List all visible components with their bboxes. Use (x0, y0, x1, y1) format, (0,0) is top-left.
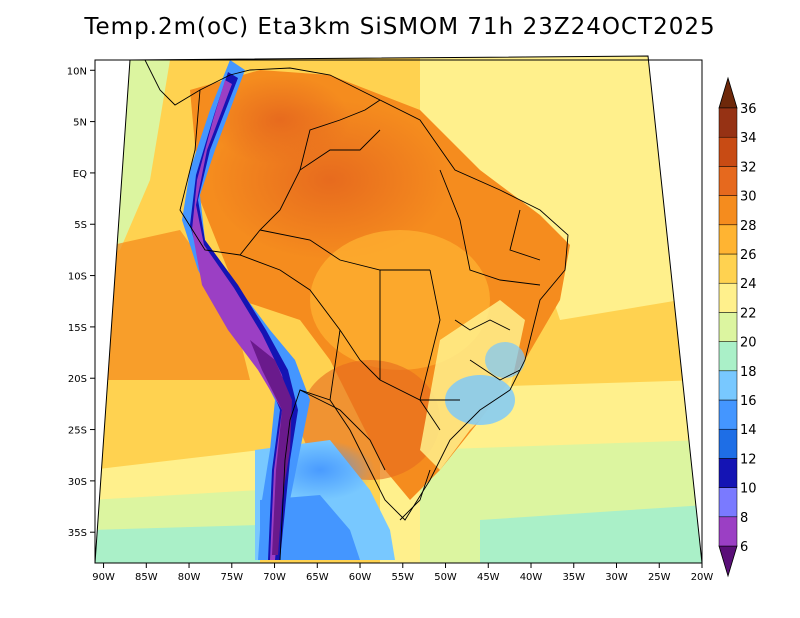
colorbar-segment (718, 516, 738, 547)
map-title: Temp.2m(oC) Eta3km SiSMOM 71h 23Z24OCT20… (84, 14, 716, 40)
lon-tick-label: 90W (92, 572, 115, 583)
lon-tick-label: 70W (263, 572, 286, 583)
colorbar-segment (718, 195, 738, 226)
lon-tick-label: 75W (220, 572, 243, 583)
colorbar-label: 28 (740, 219, 757, 234)
lat-tick-label: 20S (68, 374, 87, 385)
country-borders (144, 59, 569, 561)
lon-tick-label: 35W (562, 572, 585, 583)
colorbar: 6 8 10 12 14 16 18 20 22 24 26 28 30 32 34 36 (718, 76, 757, 578)
colorbar-segment (718, 341, 738, 372)
colorbar-segment (718, 224, 738, 255)
colorbar-label: 30 (740, 190, 757, 205)
lat-tick-label: 35S (68, 528, 87, 539)
lon-tick-label: 40W (520, 572, 543, 583)
lat-tick-label: 5S (74, 220, 87, 231)
colorbar-label: 32 (740, 160, 757, 175)
lon-tick-label: 85W (135, 572, 158, 583)
colorbar-label: 14 (740, 423, 757, 438)
colorbar-under-arrow (718, 545, 738, 578)
lat-tick-label: 10N (67, 66, 87, 77)
colorbar-segment (718, 399, 738, 430)
lon-tick-label: 55W (391, 572, 414, 583)
lon-tick-label: 80W (178, 572, 201, 583)
colorbar-segment (718, 428, 738, 459)
colorbar-label: 10 (740, 482, 757, 497)
colorbar-segment (718, 370, 738, 401)
plot-frame (94, 59, 703, 564)
lon-tick-label: 25W (648, 572, 671, 583)
colorbar-label: 6 (740, 540, 748, 555)
longitude-axis: 90W 85W 80W 75W 70W 65W 60W 55W 50W 45W 40W 35W 30W 2… (92, 563, 713, 583)
colorbar-label: 18 (740, 365, 757, 380)
colorbar-label: 8 (740, 511, 748, 526)
lat-tick-label: 30S (68, 477, 87, 488)
lon-tick-label: 30W (605, 572, 628, 583)
colorbar-label: 20 (740, 336, 757, 351)
colorbar-segment (718, 253, 738, 284)
lon-tick-label: 50W (434, 572, 457, 583)
colorbar-segment (718, 458, 738, 488)
colorbar-label: 22 (740, 306, 757, 321)
lat-tick-label: 25S (68, 426, 87, 437)
colorbar-segment (718, 136, 738, 167)
lat-tick-label: 5N (73, 118, 87, 129)
lon-tick-label: 65W (306, 572, 329, 583)
colorbar-over-arrow (718, 76, 738, 109)
colorbar-label: 12 (740, 452, 757, 467)
lon-tick-label: 20W (691, 572, 714, 583)
lat-tick-label: EQ (73, 169, 87, 180)
colorbar-segment (718, 282, 738, 313)
colorbar-label: 24 (740, 277, 757, 292)
lat-tick-label: 10S (68, 272, 87, 283)
lat-tick-label: 15S (68, 323, 87, 334)
colorbar-segment (718, 166, 738, 196)
colorbar-segment (718, 312, 738, 342)
colorbar-label: 16 (740, 394, 757, 409)
colorbar-segment (718, 487, 738, 518)
lon-tick-label: 45W (477, 572, 500, 583)
temperature-field (95, 56, 702, 563)
colorbar-segment (718, 107, 738, 138)
colorbar-label: 36 (740, 102, 757, 117)
colorbar-label: 34 (740, 131, 757, 146)
colorbar-label: 26 (740, 248, 757, 263)
latitude-axis: 10N 5N EQ 5S 10S 15S 20S 25S 30S 35S (67, 66, 95, 539)
lon-tick-label: 60W (349, 572, 372, 583)
